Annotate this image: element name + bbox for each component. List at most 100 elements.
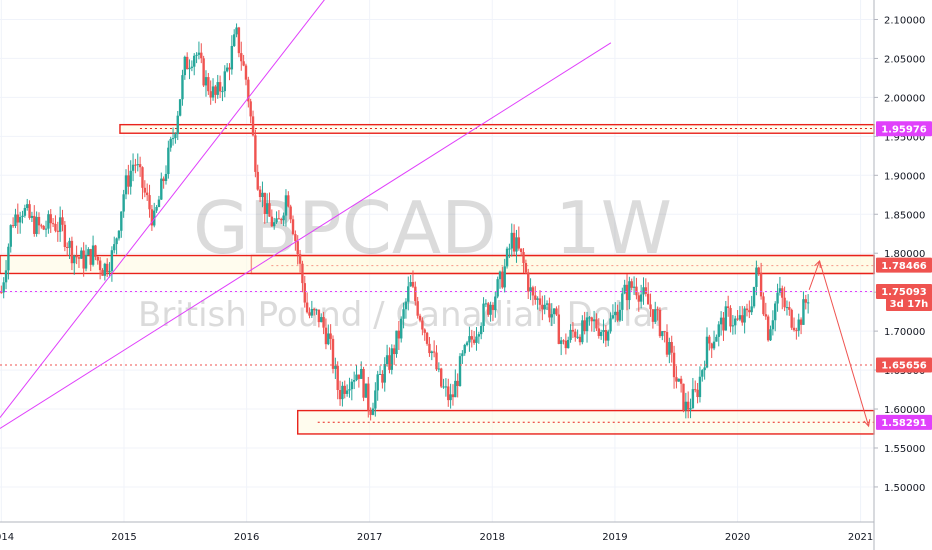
candle-body bbox=[510, 232, 513, 249]
candles bbox=[0, 23, 810, 421]
candle-body bbox=[456, 380, 459, 387]
candle-body bbox=[235, 27, 238, 35]
candle-body bbox=[298, 254, 302, 264]
candle-body bbox=[682, 383, 685, 411]
candle-body bbox=[475, 336, 478, 343]
price-label: 1.95976 bbox=[881, 124, 927, 135]
y-tick-label: 2.05000 bbox=[884, 54, 925, 65]
countdown-box bbox=[886, 295, 932, 311]
candle-body bbox=[44, 228, 48, 230]
candle-body bbox=[407, 286, 410, 302]
candle-body bbox=[214, 86, 217, 95]
candle-body bbox=[21, 215, 24, 217]
y-tick-label: 1.60000 bbox=[884, 405, 925, 416]
candle-body bbox=[743, 308, 746, 323]
candle-body bbox=[632, 286, 636, 288]
candle-body bbox=[788, 307, 791, 310]
y-tick-label: 1.80000 bbox=[884, 249, 925, 260]
candle-body bbox=[148, 195, 151, 210]
candle-body bbox=[362, 368, 365, 398]
candle-body bbox=[792, 327, 796, 331]
candle-body bbox=[501, 271, 504, 288]
candle-body bbox=[185, 56, 189, 70]
x-tick-label: 2015 bbox=[111, 532, 136, 543]
candle-body bbox=[595, 319, 598, 329]
candle-body bbox=[334, 365, 337, 369]
candle-body bbox=[145, 192, 149, 196]
candle-body bbox=[585, 317, 589, 332]
candle-body bbox=[9, 225, 12, 247]
candle-body bbox=[734, 318, 737, 326]
candle-body bbox=[564, 340, 568, 349]
candle-body bbox=[376, 374, 379, 391]
candle-body bbox=[710, 343, 713, 349]
candle-body bbox=[221, 91, 224, 93]
price-label-box bbox=[876, 414, 932, 430]
candle-body bbox=[604, 330, 608, 341]
candle-body bbox=[197, 52, 201, 55]
candle-body bbox=[557, 314, 561, 344]
candle-body bbox=[202, 58, 205, 86]
candle-body bbox=[120, 211, 123, 231]
candle-body bbox=[463, 344, 466, 354]
candle-body bbox=[200, 52, 203, 59]
candle-body bbox=[402, 309, 405, 319]
candle-body bbox=[437, 368, 441, 370]
price-label-box bbox=[876, 257, 932, 273]
candle-body bbox=[280, 219, 283, 221]
price-label-box bbox=[876, 121, 932, 137]
candle-body bbox=[84, 254, 88, 269]
zones bbox=[0, 123, 875, 435]
candle-body bbox=[668, 341, 671, 355]
candle-body bbox=[597, 328, 600, 337]
candle-body bbox=[87, 249, 90, 255]
candle-body bbox=[691, 389, 695, 409]
candle-body bbox=[73, 255, 76, 264]
candle-body bbox=[802, 299, 805, 325]
candle-body bbox=[646, 293, 650, 305]
price-label: 1.58291 bbox=[881, 418, 927, 429]
candle-body bbox=[451, 394, 455, 398]
candle-body bbox=[672, 352, 676, 378]
candle-body bbox=[423, 329, 426, 333]
candle-body bbox=[461, 353, 464, 357]
candle-body bbox=[705, 336, 709, 368]
candle-body bbox=[621, 293, 624, 310]
candle-body bbox=[515, 237, 518, 252]
price-axis: 1.500001.550001.600001.650001.700001.750… bbox=[873, 0, 925, 550]
candle-body bbox=[343, 385, 346, 394]
candle-body bbox=[454, 380, 457, 398]
candle-body bbox=[47, 214, 50, 229]
candle-body bbox=[472, 339, 476, 343]
y-tick-label: 1.55000 bbox=[884, 444, 925, 455]
candle-body bbox=[4, 270, 8, 283]
candle-body bbox=[14, 214, 17, 227]
candle-body bbox=[752, 286, 756, 307]
candle-body bbox=[675, 377, 678, 382]
candle-body bbox=[496, 279, 499, 297]
candle-body bbox=[778, 288, 782, 293]
candle-body bbox=[155, 207, 158, 211]
candle-body bbox=[237, 27, 241, 54]
candle-body bbox=[404, 301, 408, 310]
candle-body bbox=[131, 164, 135, 171]
candle-body bbox=[588, 317, 591, 319]
candle-body bbox=[421, 320, 424, 330]
x-tick-label: 2014 bbox=[0, 532, 14, 543]
candle-body bbox=[350, 381, 354, 390]
candle-body bbox=[378, 373, 382, 375]
candle-body bbox=[143, 187, 147, 193]
candle-body bbox=[607, 331, 610, 341]
candle-body bbox=[750, 306, 753, 313]
candle-body bbox=[545, 303, 549, 305]
candle-body bbox=[397, 330, 401, 339]
candle-body bbox=[291, 219, 295, 235]
candle-body bbox=[263, 192, 266, 214]
candle-body bbox=[204, 77, 208, 86]
candle-body bbox=[409, 282, 412, 287]
candle-body bbox=[430, 351, 433, 354]
candle-body bbox=[567, 339, 570, 349]
candle-body bbox=[755, 267, 758, 287]
candle-body bbox=[357, 374, 361, 379]
